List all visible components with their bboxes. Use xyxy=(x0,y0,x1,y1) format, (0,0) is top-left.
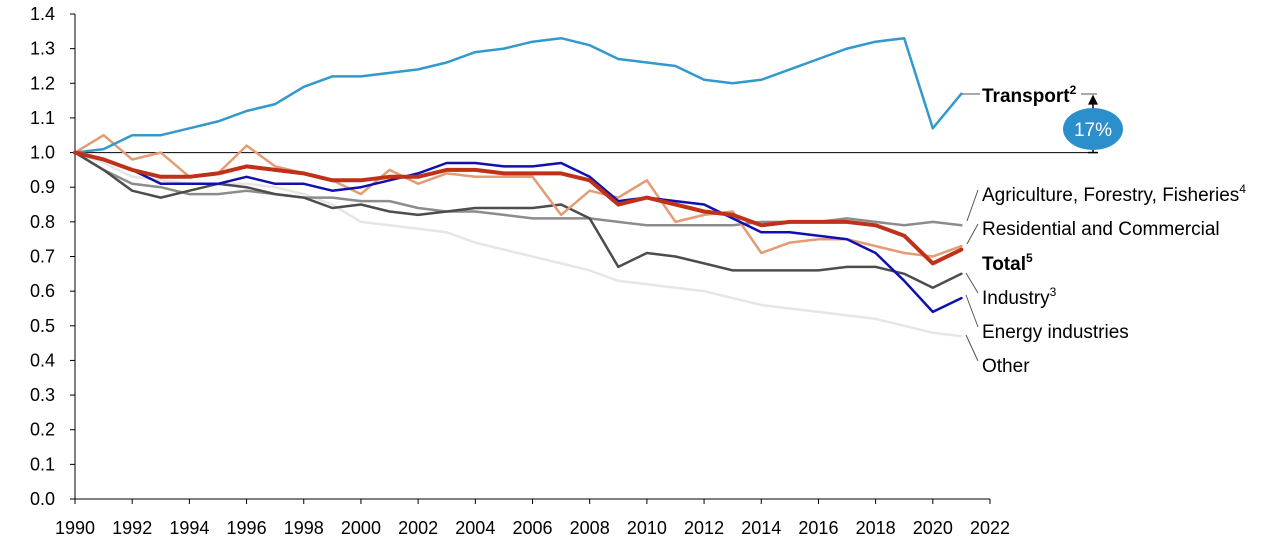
x-tick-label: 2004 xyxy=(455,518,495,538)
series-label-other: Other xyxy=(982,356,1030,377)
x-tick-label: 2020 xyxy=(913,518,953,538)
y-tick-label: 1.0 xyxy=(30,143,55,163)
x-tick-label: 2022 xyxy=(970,518,1010,538)
series-line-transport xyxy=(73,36,963,154)
x-tick-label: 2006 xyxy=(512,518,552,538)
x-tick-label: 2016 xyxy=(798,518,838,538)
leader-line-industry xyxy=(965,272,979,294)
series-label-transport: Transport2 xyxy=(982,83,1077,107)
x-tick-label: 1996 xyxy=(227,518,267,538)
x-tick-label: 2012 xyxy=(684,518,724,538)
series-label-energy-industries: Energy industries xyxy=(982,322,1129,343)
axes: 0.0 0.1 0.2 0.3 0.4 0.5 0.6 0.7 0.8 0.9 1.0 1.1 1.2 1… xyxy=(30,4,1010,538)
series-line-other xyxy=(73,151,963,338)
transport-change-annotation: 17% xyxy=(1063,94,1123,154)
x-tick-label: 2008 xyxy=(570,518,610,538)
y-tick-label: 0.8 xyxy=(30,212,55,232)
x-tick-label: 2002 xyxy=(398,518,438,538)
x-tick-label: 2000 xyxy=(341,518,381,538)
x-tick-label: 1998 xyxy=(284,518,324,538)
x-tick-label: 2018 xyxy=(856,518,896,538)
y-tick-label: 0.2 xyxy=(30,420,55,440)
leader-line-other xyxy=(965,334,979,362)
change-arrow-head xyxy=(1088,94,1098,105)
leader-line-energy-industries xyxy=(965,294,979,328)
x-tick-label: 2010 xyxy=(627,518,667,538)
y-tick-label: 1.4 xyxy=(30,4,55,24)
series-line-energy-industries xyxy=(73,151,963,314)
x-tick-label: 2014 xyxy=(741,518,781,538)
y-tick-label: 0.9 xyxy=(30,177,55,197)
series-label-industry: Industry3 xyxy=(982,285,1057,309)
leader-line-agriculture-forestry-fisheries xyxy=(966,189,979,222)
series-label-residential-and-commercial: Residential and Commercial xyxy=(982,219,1220,240)
y-tick-label: 0.6 xyxy=(30,281,55,301)
series-line-industry xyxy=(73,151,963,289)
y-tick-label: 0.5 xyxy=(30,316,55,336)
change-badge xyxy=(1063,108,1123,150)
series-labels: Other Agriculture, Forestry, Fisheries4 In… xyxy=(962,83,1246,377)
y-tick-label: 0.3 xyxy=(30,385,55,405)
series-label-agriculture-forestry-fisheries: Agriculture, Forestry, Fisheries4 xyxy=(982,182,1246,206)
series-line-residential-and-commercial xyxy=(73,133,963,258)
y-tick-label: 0.1 xyxy=(30,454,55,474)
series-line-total xyxy=(73,150,964,266)
series-line-agriculture-forestry-fisheries xyxy=(73,151,963,227)
y-tick-label: 0.4 xyxy=(30,350,55,370)
x-tick-label: 1994 xyxy=(169,518,209,538)
y-tick-label: 0.0 xyxy=(30,489,55,509)
x-tick-label: 1990 xyxy=(55,518,95,538)
series-label-total: Total5 xyxy=(982,251,1033,275)
change-badge-label: 17% xyxy=(1074,120,1112,141)
y-tick-label: 0.7 xyxy=(30,247,55,267)
leader-line-residential-and-commercial xyxy=(966,223,979,245)
y-tick-label: 1.2 xyxy=(30,73,55,93)
series-lines xyxy=(73,36,964,338)
y-tick-label: 1.3 xyxy=(30,39,55,59)
y-tick-label: 1.1 xyxy=(30,108,55,128)
x-tick-label: 1992 xyxy=(112,518,152,538)
